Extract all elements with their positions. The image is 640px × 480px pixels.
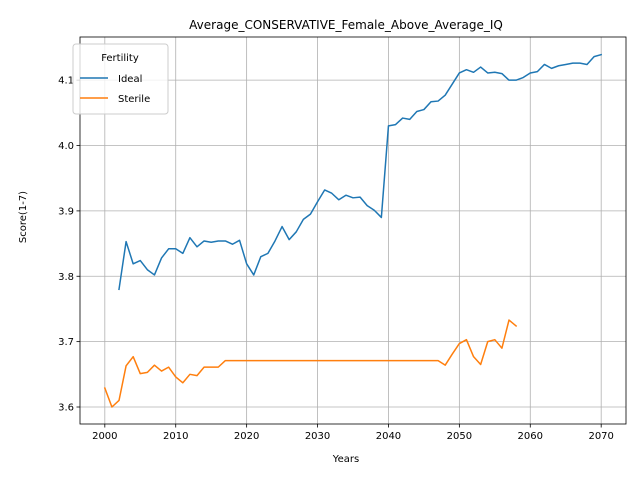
legend-title: Fertility (101, 53, 139, 64)
x-tick-label: 2030 (305, 431, 330, 442)
x-tick-label: 2050 (447, 431, 472, 442)
y-axis-ticks: 3.6 3.7 3.8 3.9 4.0 4.1 (58, 76, 80, 414)
y-axis-label: Score(1-7) (18, 191, 29, 243)
x-tick-label: 2010 (163, 431, 188, 442)
legend-label-sterile: Sterile (118, 94, 150, 105)
y-tick-label: 3.8 (58, 272, 74, 283)
x-tick-label: 2070 (588, 431, 613, 442)
legend-box (72, 43, 169, 115)
y-tick-label: 4.1 (58, 76, 74, 87)
series-line-ideal (118, 53, 603, 291)
x-tick-label: 2060 (518, 431, 543, 442)
y-tick-label: 3.9 (58, 206, 74, 217)
y-tick-label: 4.0 (58, 141, 74, 152)
x-tick-label: 2020 (234, 431, 259, 442)
x-axis-ticks: 2000 2010 2020 2030 2040 2050 2060 2070 (92, 424, 614, 442)
chart-title: Average_CONSERVATIVE_Female_Above_Averag… (189, 18, 503, 32)
series-line-sterile (103, 319, 518, 408)
y-tick-label: 3.6 (58, 403, 74, 414)
x-axis-label: Years (332, 454, 359, 465)
x-tick-label: 2040 (376, 431, 401, 442)
x-tick-label: 2000 (92, 431, 117, 442)
series-lines (103, 53, 603, 408)
plot-frame (79, 36, 627, 425)
legend-label-ideal: Ideal (118, 74, 142, 85)
y-tick-label: 3.7 (58, 337, 74, 348)
grid-lines (80, 37, 626, 424)
legend: Fertility Ideal Sterile (72, 43, 169, 115)
